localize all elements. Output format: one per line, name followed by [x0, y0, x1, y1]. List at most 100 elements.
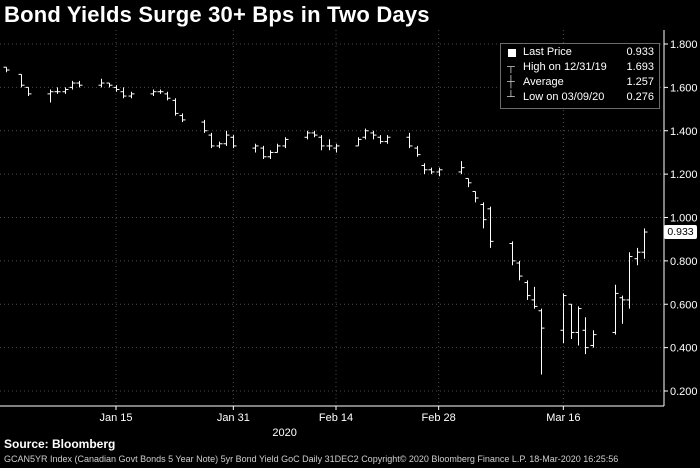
tick-labels: 0.200 0.400 0.600 0.800 1.000 1.200 1.400 1.600…	[99, 39, 697, 424]
y-tick-label: 0.400	[670, 343, 698, 355]
x-tick-label: Jan 15	[99, 412, 132, 424]
ohlc-bar	[641, 228, 648, 259]
ohlc-bar	[568, 303, 575, 339]
ohlc-bar	[612, 284, 619, 335]
y-tick-label: 1.800	[670, 39, 698, 51]
ohlc-bar	[113, 85, 120, 92]
ohlc-bar	[326, 139, 333, 151]
ohlc-bar	[421, 163, 428, 175]
ohlc-bar	[179, 113, 186, 123]
legend-value: 1.257	[626, 76, 654, 88]
ohlc-bar	[465, 177, 472, 188]
ohlc-bar	[120, 87, 127, 99]
ohlc-bar	[164, 91, 171, 101]
ohlc-bar	[538, 308, 545, 375]
ohlc-bar	[531, 286, 538, 309]
ohlc-bar	[98, 78, 105, 88]
ohlc-bar	[560, 293, 567, 344]
legend-value: 0.276	[626, 91, 654, 103]
ohlc-bar	[223, 130, 230, 146]
legend: Last Price 0.933 ┬ High on 12/31/19 1.69…	[500, 43, 660, 109]
ohlc-bar	[18, 73, 25, 88]
ohlc-bar	[128, 91, 135, 99]
ohlc-bar	[201, 119, 208, 133]
legend-value: 1.693	[626, 61, 654, 73]
price-bars	[3, 66, 648, 375]
ohlc-bar	[414, 145, 421, 157]
ohlc-bar	[626, 252, 633, 309]
y-tick-label: 0.800	[670, 256, 698, 268]
ohlc-bar	[428, 167, 435, 175]
ohlc-bar	[311, 130, 318, 138]
ohlc-bar	[150, 89, 157, 97]
y-tick-label: 1.400	[670, 126, 698, 138]
ohlc-bar	[208, 132, 215, 149]
legend-value: 0.933	[626, 46, 654, 58]
x-tick-label: Jan 31	[217, 412, 250, 424]
ohlc-bar	[216, 141, 223, 149]
ohlc-bar	[377, 135, 384, 144]
ohlc-bar	[230, 135, 237, 149]
high-marker-icon: ┬	[507, 61, 515, 73]
low-marker-icon: ┴	[507, 91, 515, 103]
y-tick-label: 0.200	[670, 386, 698, 398]
ohlc-bar	[575, 306, 582, 346]
ohlc-bar	[267, 150, 274, 159]
ohlc-bar	[62, 87, 69, 94]
filled-square-icon	[508, 49, 516, 57]
ohlc-bar	[634, 247, 641, 266]
legend-label: Low on 03/09/20	[523, 91, 605, 103]
legend-item-low: ┴ Low on 03/09/20 0.276	[501, 91, 659, 105]
legend-item-last-price: Last Price 0.933	[501, 46, 659, 60]
legend-label: Last Price	[523, 46, 572, 58]
ohlc-bar	[106, 82, 113, 88]
ohlc-bar	[516, 260, 523, 281]
grid-lines	[0, 30, 664, 406]
ohlc-bar	[480, 202, 487, 229]
x-tick-label: Feb 28	[422, 412, 456, 424]
ohlc-bar	[25, 86, 32, 97]
ohlc-bar	[582, 317, 589, 355]
ohlc-bar	[318, 135, 325, 151]
source-note: Source: Bloomberg	[4, 437, 116, 451]
ohlc-bar	[524, 280, 531, 300]
ohlc-bar	[436, 167, 443, 177]
ohlc-bar	[3, 66, 10, 73]
ohlc-bar	[76, 80, 83, 88]
ohlc-bar	[252, 143, 259, 153]
chart-title: Bond Yields Surge 30+ Bps in Two Days	[4, 2, 430, 27]
ohlc-bar	[282, 137, 289, 149]
x-tick-label: Mar 16	[546, 412, 580, 424]
ohlc-bar	[260, 145, 267, 159]
ohlc-bar	[304, 130, 311, 140]
ohlc-bar	[355, 137, 362, 147]
ohlc-bar	[274, 143, 281, 153]
ohlc-bar	[472, 190, 479, 203]
average-marker-icon: ┼	[507, 76, 515, 88]
ohlc-bar	[384, 135, 391, 144]
y-tick-label: 0.600	[670, 299, 698, 311]
footer-note: GCAN5YR Index (Canadian Govt Bonds 5 Yea…	[4, 454, 619, 464]
y-tick-label: 1.200	[670, 169, 698, 181]
ohlc-bar	[370, 130, 377, 140]
ohlc-bar	[54, 87, 61, 94]
y-tick-label: 1.600	[670, 82, 698, 94]
ohlc-bar	[69, 80, 76, 90]
ohlc-bar	[590, 330, 597, 348]
x-tick-label: Feb 14	[319, 412, 353, 424]
y-tick-label: 1.000	[670, 213, 698, 225]
ohlc-bar	[333, 143, 340, 153]
ohlc-bar	[157, 89, 164, 94]
ohlc-bar	[458, 161, 465, 175]
ohlc-bar	[487, 206, 494, 248]
ohlc-bar	[172, 98, 179, 116]
ohlc-bar	[619, 295, 626, 324]
axes	[0, 30, 668, 410]
last-price-badge: 0.933	[664, 225, 697, 240]
legend-item-high: ┬ High on 12/31/19 1.693	[501, 61, 659, 75]
legend-label: High on 12/31/19	[523, 61, 607, 73]
legend-item-average: ┼ Average 1.257	[501, 76, 659, 90]
ohlc-bar	[406, 132, 413, 149]
ohlc-bar	[362, 128, 369, 140]
